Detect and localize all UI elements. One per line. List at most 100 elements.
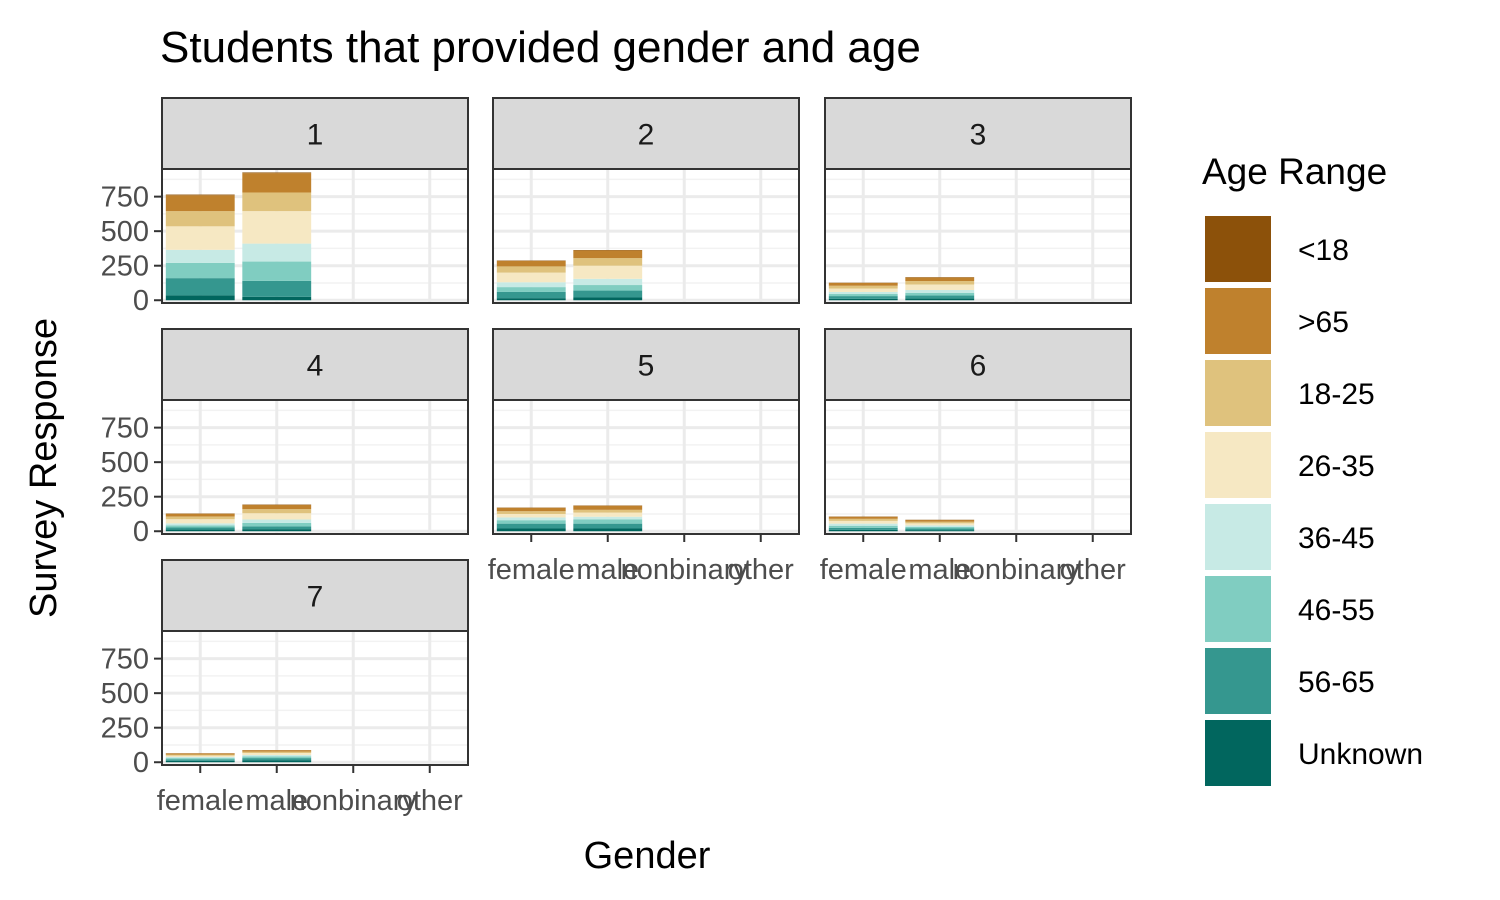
bar-segment-female-unknown	[165, 295, 235, 301]
panel-border	[824, 168, 1132, 304]
bar-segment-female-65	[496, 507, 566, 512]
legend-label: Unknown	[1298, 738, 1423, 771]
legend-label: 46-55	[1298, 594, 1375, 627]
bar-segment-male-65	[573, 505, 643, 510]
bar-segment-female-5665	[496, 291, 566, 299]
bar-segment-female-3645	[165, 249, 235, 263]
x-tick-label: female	[157, 785, 244, 817]
y-tick-label: 500	[101, 216, 149, 248]
panel-background	[825, 400, 1131, 534]
bar-segment-female-5665	[165, 759, 235, 761]
bar-segment-female-4655	[496, 287, 566, 292]
bar-segment-female-2635	[165, 519, 235, 524]
bar-segment-female-3645	[165, 523, 235, 526]
bar-segment-male-unknown	[573, 528, 643, 532]
bar-segment-male-65	[242, 750, 312, 752]
panel-border	[161, 630, 469, 766]
bar-segment-female-2635	[165, 226, 235, 250]
panel-border	[492, 399, 800, 535]
panel-border	[824, 399, 1132, 535]
x-tick-label: other	[397, 785, 463, 817]
legend-label: 36-45	[1298, 522, 1375, 555]
bar-segment-male-2635	[905, 523, 975, 526]
x-tick-label: other	[728, 554, 794, 586]
bar-segment-female-5665	[828, 296, 898, 299]
bar-segment-male-5665	[573, 290, 643, 298]
bar-segment-female-2635	[828, 288, 898, 292]
bar-segment-female-18	[165, 194, 235, 196]
legend-swatch	[1205, 504, 1271, 570]
bar-segment-female-65	[496, 260, 566, 267]
legend-label: >65	[1298, 306, 1349, 339]
bar-segment-female-3645	[828, 291, 898, 295]
bar-segment-male-65	[573, 250, 643, 259]
y-tick-label: 250	[101, 713, 149, 745]
facet-panel-2: 2	[492, 97, 800, 304]
bar-segment-male-3645	[905, 290, 975, 293]
bar-segment-female-1825	[496, 511, 566, 514]
bar-segment-male-4655	[573, 519, 643, 524]
bar-segment-male-5665	[573, 523, 643, 529]
y-tick-label: 250	[101, 251, 149, 283]
bar-segment-female-2635	[828, 520, 898, 524]
facet-strip-label: 4	[307, 350, 324, 383]
y-tick-label: 500	[101, 447, 149, 479]
bar-segment-female-1825	[165, 516, 235, 520]
bar-segment-female-4655	[828, 294, 898, 297]
facet-strip-label: 2	[638, 119, 655, 152]
panel-border	[161, 168, 469, 304]
facet-strip	[824, 97, 1132, 170]
bar-segment-female-3645	[828, 523, 898, 526]
bar-segment-male-65	[242, 504, 312, 510]
bar-segment-female-4655	[828, 525, 898, 528]
bar-segment-male-unknown	[905, 530, 975, 532]
y-tick-label: 750	[101, 413, 149, 445]
y-tick-label: 750	[101, 182, 149, 214]
x-tick-label: other	[1060, 554, 1126, 586]
bar-segment-female-3645	[496, 282, 566, 288]
bar-segment-female-unknown	[496, 298, 566, 301]
legend-title: Age Range	[1202, 151, 1387, 192]
bar-segment-male-3645	[573, 278, 643, 286]
bar-segment-female-4655	[165, 758, 235, 760]
bar-segment-male-2635	[573, 265, 643, 279]
legend-label: 18-25	[1298, 378, 1375, 411]
legend-label: 56-65	[1298, 666, 1375, 699]
panel-background	[825, 169, 1131, 303]
bar-segment-female-65	[165, 513, 235, 517]
bar-segment-female-65	[165, 195, 235, 212]
bar-segment-female-3645	[496, 517, 566, 521]
x-tick-label: nonbinary	[290, 785, 418, 817]
panel-border	[161, 399, 469, 535]
x-tick-label: female	[488, 554, 575, 586]
bar-segment-male-unknown	[905, 298, 975, 301]
x-tick-label: male	[576, 554, 639, 586]
facet-strip	[161, 559, 469, 632]
legend-label: <18	[1298, 234, 1349, 267]
bar-segment-male-2635	[242, 752, 312, 756]
legend-swatch	[1205, 576, 1271, 642]
facet-strip	[824, 328, 1132, 401]
bar-segment-male-2635	[242, 513, 312, 520]
facet-strip-label: 3	[970, 119, 987, 152]
bar-segment-male-unknown	[242, 529, 312, 532]
x-tick-label: nonbinary	[953, 554, 1081, 586]
y-tick-label: 250	[101, 482, 149, 514]
legend-swatch	[1205, 648, 1271, 714]
y-tick-label: 0	[133, 747, 149, 779]
bar-segment-female-3645	[165, 756, 235, 759]
bar-segment-female-unknown	[165, 760, 235, 763]
bar-segment-male-1825	[573, 258, 643, 266]
legend-label: 26-35	[1298, 450, 1375, 483]
bar-segment-male-3645	[242, 243, 312, 262]
bar-segment-male-5665	[905, 528, 975, 531]
bar-segment-male-unknown	[242, 760, 312, 763]
legend-swatch	[1205, 216, 1271, 282]
bar-segment-female-4655	[165, 262, 235, 279]
bar-segment-female-2635	[496, 272, 566, 283]
bar-segment-male-1825	[242, 192, 312, 212]
